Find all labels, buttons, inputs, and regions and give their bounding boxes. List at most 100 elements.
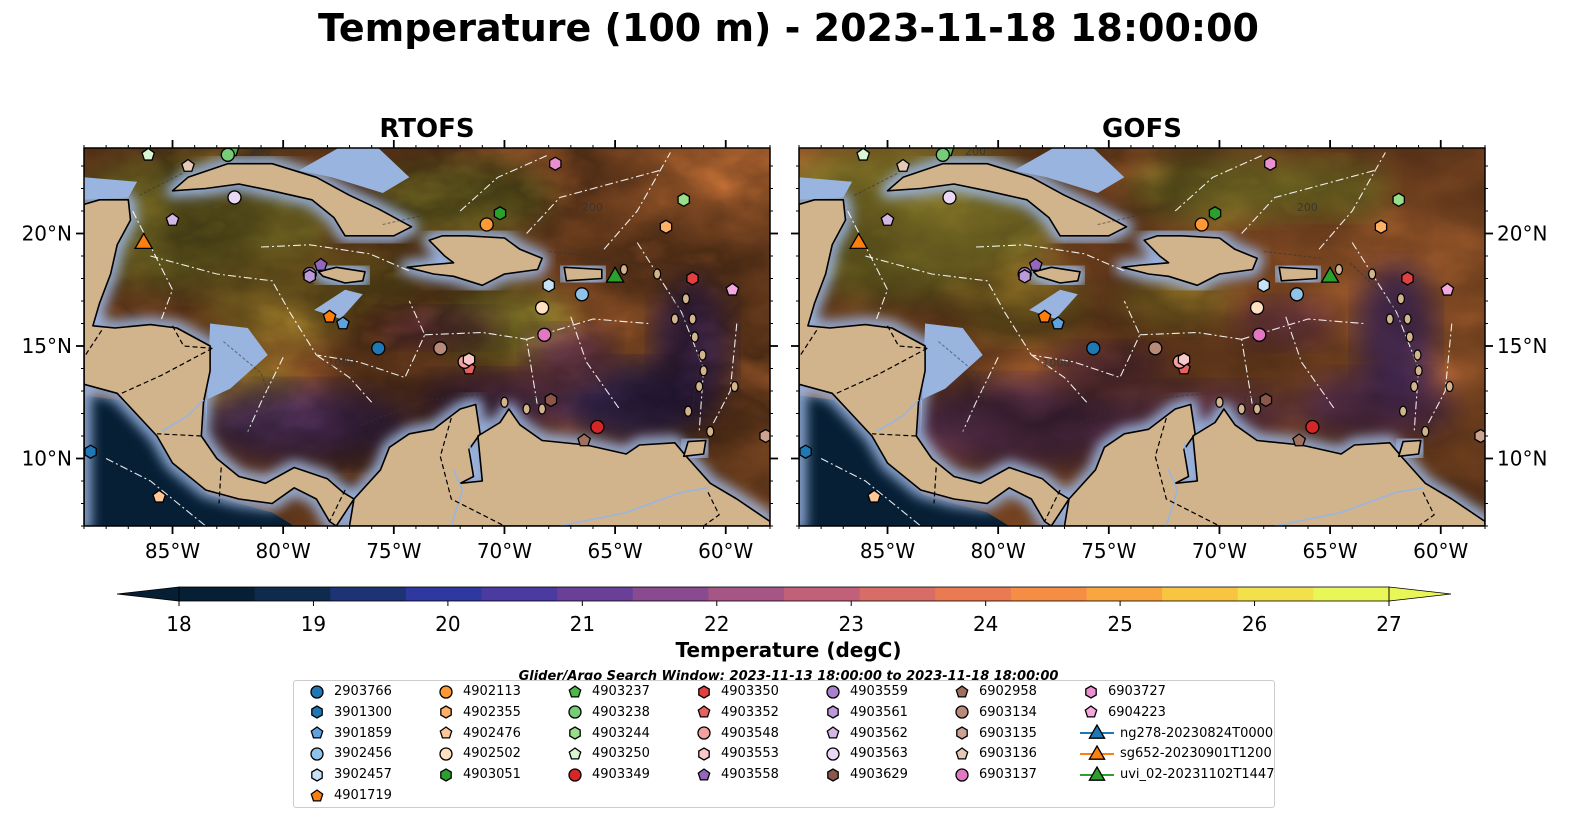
map-marker-4903238[interactable] bbox=[935, 148, 950, 162]
map-marker-4903629[interactable] bbox=[544, 392, 558, 408]
legend-item-4903562[interactable]: 4903562 bbox=[822, 724, 908, 744]
map-marker-4903562[interactable] bbox=[880, 212, 895, 226]
map-marker-6904223[interactable] bbox=[1440, 282, 1455, 296]
legend-item-4903558[interactable]: 4903558 bbox=[693, 765, 779, 785]
legend-item-4901719[interactable]: 4901719 bbox=[306, 786, 392, 806]
legend-item-4903250[interactable]: 4903250 bbox=[564, 744, 650, 764]
map-marker-uvi_02-20231102T1447[interactable] bbox=[1320, 265, 1340, 283]
legend-item-4903559[interactable]: 4903559 bbox=[822, 682, 908, 702]
legend-item-6903137[interactable]: 6903137 bbox=[951, 765, 1037, 785]
legend-item-6904223[interactable]: 6904223 bbox=[1080, 703, 1166, 723]
legend-item-3902457[interactable]: 3902457 bbox=[306, 765, 392, 785]
map-marker-4903553[interactable] bbox=[462, 352, 476, 367]
legend-item-4903237[interactable]: 4903237 bbox=[564, 682, 650, 702]
hexagon-marker-icon bbox=[311, 767, 323, 782]
map-marker-4902113[interactable] bbox=[479, 217, 494, 232]
map-marker-3902457[interactable] bbox=[542, 278, 555, 293]
legend-item-4903629[interactable]: 4903629 bbox=[822, 765, 908, 785]
legend-item-4903051[interactable]: 4903051 bbox=[435, 765, 521, 785]
map-marker-6903134[interactable] bbox=[1148, 341, 1163, 356]
map-marker-6903135[interactable] bbox=[759, 428, 771, 444]
map-marker-4903563[interactable] bbox=[227, 190, 242, 205]
map-marker-6903135[interactable] bbox=[1474, 428, 1486, 444]
map-marker-2903766[interactable] bbox=[1086, 341, 1101, 356]
map-marker-4903558[interactable] bbox=[1028, 257, 1043, 271]
map-marker-4903349[interactable] bbox=[1305, 419, 1320, 435]
legend-item-4902113[interactable]: 4902113 bbox=[435, 682, 521, 702]
map-marker-4901719[interactable] bbox=[322, 309, 337, 323]
map-marker-4902476[interactable] bbox=[152, 489, 167, 503]
map-marker-3901859[interactable] bbox=[335, 316, 350, 330]
map-marker-6903137[interactable] bbox=[537, 327, 552, 342]
map-marker-6903134[interactable] bbox=[433, 341, 448, 356]
map-marker-6903727[interactable] bbox=[549, 156, 562, 171]
map-marker-4903244[interactable] bbox=[1392, 192, 1405, 208]
map-marker-4903238[interactable] bbox=[220, 148, 235, 162]
legend-item-3902456[interactable]: 3902456 bbox=[306, 744, 392, 764]
map-marker-4903244[interactable] bbox=[677, 192, 690, 208]
map-marker-6903136[interactable] bbox=[181, 158, 195, 172]
map-marker-4903563[interactable] bbox=[942, 190, 957, 205]
legend-item-4903548[interactable]: 4903548 bbox=[693, 724, 779, 744]
legend-item-6903727[interactable]: 6903727 bbox=[1080, 682, 1166, 702]
map-marker-4902476[interactable] bbox=[867, 489, 882, 503]
map-marker-6902958[interactable] bbox=[1292, 433, 1307, 447]
legend-item-4903244[interactable]: 4903244 bbox=[564, 724, 650, 744]
legend-item-4903349[interactable]: 4903349 bbox=[564, 765, 650, 785]
map-marker-3901300[interactable] bbox=[84, 444, 97, 459]
map-marker-4903250[interactable] bbox=[856, 148, 871, 161]
map-marker-2903766[interactable] bbox=[371, 341, 386, 356]
legend-item-4903553[interactable]: 4903553 bbox=[693, 744, 779, 764]
hexagon-marker-icon bbox=[698, 747, 710, 761]
map-marker-4903561[interactable] bbox=[1018, 269, 1031, 284]
legend-item-4902476[interactable]: 4902476 bbox=[435, 724, 521, 744]
map-marker-4903349[interactable] bbox=[590, 419, 605, 435]
map-marker-4903629[interactable] bbox=[1259, 392, 1273, 408]
map-marker-3902457[interactable] bbox=[1257, 278, 1270, 293]
map-marker-4903350[interactable] bbox=[1401, 271, 1414, 286]
map-marker-4902502[interactable] bbox=[534, 300, 550, 315]
map-marker-4901719[interactable] bbox=[1037, 309, 1052, 323]
legend-item-6902958[interactable]: 6902958 bbox=[951, 682, 1037, 702]
legend-item-uvi_02-20231102T1447[interactable]: uvi_02-20231102T1447 bbox=[1080, 765, 1274, 785]
legend-item-6903135[interactable]: 6903135 bbox=[951, 724, 1037, 744]
legend-item-4902355[interactable]: 4902355 bbox=[435, 703, 521, 723]
map-marker-4903051[interactable] bbox=[493, 206, 507, 221]
map-marker-uvi_02-20231102T1447[interactable] bbox=[605, 265, 625, 283]
legend-item-4903561[interactable]: 4903561 bbox=[822, 703, 908, 723]
map-marker-sg652-20230901T1200[interactable] bbox=[134, 232, 154, 249]
map-marker-4903051[interactable] bbox=[1208, 206, 1222, 221]
map-marker-4903350[interactable] bbox=[686, 271, 699, 286]
map-marker-4903558[interactable] bbox=[313, 257, 328, 271]
map-marker-sg652-20230901T1200[interactable] bbox=[849, 232, 869, 249]
map-marker-3901300[interactable] bbox=[799, 444, 812, 459]
legend-item-6903136[interactable]: 6903136 bbox=[951, 744, 1037, 764]
map-marker-6903137[interactable] bbox=[1252, 327, 1267, 342]
map-marker-4903250[interactable] bbox=[141, 148, 156, 161]
map-marker-4902355[interactable] bbox=[659, 219, 673, 235]
map-marker-3902456[interactable] bbox=[574, 287, 590, 302]
legend-item-4902502[interactable]: 4902502 bbox=[435, 744, 521, 764]
map-marker-4903561[interactable] bbox=[303, 269, 316, 284]
map-marker-3902456[interactable] bbox=[1289, 287, 1305, 302]
map-marker-4902113[interactable] bbox=[1194, 217, 1209, 232]
legend-item-4903350[interactable]: 4903350 bbox=[693, 682, 779, 702]
legend-item-3901300[interactable]: 3901300 bbox=[306, 703, 392, 723]
legend-item-6903134[interactable]: 6903134 bbox=[951, 703, 1037, 723]
legend-item-sg652-20230901T1200[interactable]: sg652-20230901T1200 bbox=[1080, 744, 1272, 764]
map-marker-6902958[interactable] bbox=[577, 433, 592, 447]
map-marker-6903136[interactable] bbox=[896, 158, 910, 172]
map-marker-4902355[interactable] bbox=[1374, 219, 1388, 235]
legend-item-ng278-20230824T0000[interactable]: ng278-20230824T0000 bbox=[1080, 723, 1273, 744]
legend-item-4903352[interactable]: 4903352 bbox=[693, 703, 779, 723]
legend-item-4903238[interactable]: 4903238 bbox=[564, 703, 650, 723]
map-marker-3901859[interactable] bbox=[1050, 316, 1065, 330]
legend-item-4903563[interactable]: 4903563 bbox=[822, 744, 908, 764]
map-marker-4903562[interactable] bbox=[165, 212, 180, 226]
map-marker-4902502[interactable] bbox=[1249, 300, 1265, 315]
legend-item-3901859[interactable]: 3901859 bbox=[306, 724, 392, 744]
map-marker-6903727[interactable] bbox=[1264, 156, 1277, 171]
legend-item-2903766[interactable]: 2903766 bbox=[306, 682, 392, 702]
map-marker-4903553[interactable] bbox=[1177, 352, 1191, 367]
map-marker-6904223[interactable] bbox=[725, 282, 740, 296]
